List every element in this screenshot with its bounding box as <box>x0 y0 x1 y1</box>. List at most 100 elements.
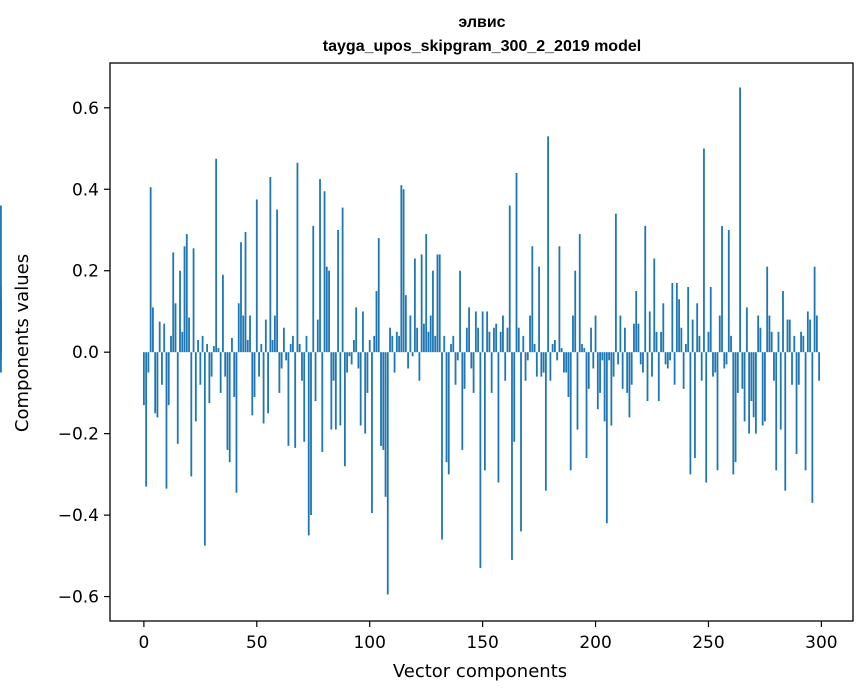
bar <box>332 352 335 381</box>
bar <box>797 352 800 385</box>
bar <box>639 352 642 365</box>
bar <box>578 234 581 353</box>
bar <box>761 352 764 426</box>
y-axis-ticks: −0.6 −0.4 −0.2 0.0 0.2 0.4 0.6 <box>58 99 110 608</box>
bar <box>271 339 274 353</box>
bar <box>436 254 439 353</box>
bar <box>386 352 389 595</box>
bar <box>242 315 245 353</box>
bar <box>809 319 811 353</box>
bar <box>264 319 267 353</box>
bar <box>644 225 647 353</box>
bar <box>161 352 163 385</box>
bar <box>334 352 337 430</box>
x-tick-label: 50 <box>246 633 268 653</box>
bar <box>255 199 258 353</box>
bar <box>325 266 328 353</box>
bar <box>429 315 432 353</box>
bar <box>635 291 638 353</box>
bar <box>303 352 306 442</box>
bar <box>215 158 218 353</box>
bar <box>452 335 455 353</box>
bar <box>165 352 168 489</box>
bar <box>188 317 190 353</box>
bar <box>633 323 635 353</box>
bar <box>0 352 2 373</box>
bar <box>712 352 714 377</box>
bar <box>567 352 570 397</box>
plot-frame <box>109 62 854 622</box>
bar <box>413 258 416 353</box>
bar <box>709 287 712 353</box>
bar <box>0 205 2 353</box>
bar <box>775 352 778 471</box>
bar <box>773 352 775 381</box>
bar <box>330 352 333 430</box>
bar <box>786 319 789 353</box>
bar <box>343 352 346 467</box>
bar <box>583 348 586 353</box>
bar <box>176 352 179 444</box>
bar <box>493 327 495 353</box>
bar <box>529 315 531 353</box>
bar <box>461 352 464 450</box>
bar <box>474 311 477 353</box>
bar <box>373 335 376 353</box>
bar <box>691 319 694 353</box>
chart-subtitle: tayga_upos_skipgram_300_2_2019 model <box>323 38 641 55</box>
x-tick-label: 100 <box>353 633 385 653</box>
bar <box>558 246 561 353</box>
bar <box>366 352 369 393</box>
bar <box>468 307 470 353</box>
bar <box>420 254 423 353</box>
bar <box>533 344 536 353</box>
bar <box>495 323 498 353</box>
bar <box>377 238 380 353</box>
bar <box>395 331 398 353</box>
bar <box>508 205 511 353</box>
bar <box>296 162 299 353</box>
bar <box>563 352 565 373</box>
bar <box>185 234 188 353</box>
bar <box>610 352 613 426</box>
bar <box>544 352 547 491</box>
bar <box>154 352 157 414</box>
bar <box>754 352 757 434</box>
bar <box>678 299 681 353</box>
bar <box>660 331 662 353</box>
bar <box>307 352 310 536</box>
bar <box>208 352 211 404</box>
bar <box>328 270 330 353</box>
bar <box>472 352 475 393</box>
bar <box>477 327 480 353</box>
bar <box>703 148 705 353</box>
bar <box>294 352 297 448</box>
bar <box>502 315 504 353</box>
bar <box>212 346 215 353</box>
bar <box>481 311 484 353</box>
bar <box>800 331 802 353</box>
bar <box>172 252 175 353</box>
bar <box>556 352 559 361</box>
bar <box>752 352 755 418</box>
bar <box>648 311 651 353</box>
bar <box>673 352 676 385</box>
bar-series <box>0 87 821 595</box>
bar <box>524 352 527 381</box>
bar <box>235 352 238 493</box>
bar <box>337 229 339 353</box>
bar <box>614 213 617 353</box>
bar <box>698 335 701 353</box>
bar <box>269 177 272 353</box>
bar <box>522 335 525 353</box>
bar <box>707 331 710 353</box>
bar <box>384 352 387 497</box>
bar <box>608 352 610 361</box>
bar <box>714 352 717 373</box>
bar <box>599 352 601 393</box>
bar <box>246 339 249 353</box>
y-tick-label: 0.4 <box>72 180 99 200</box>
bar <box>646 352 649 402</box>
bar <box>285 352 288 361</box>
bar <box>732 352 735 475</box>
